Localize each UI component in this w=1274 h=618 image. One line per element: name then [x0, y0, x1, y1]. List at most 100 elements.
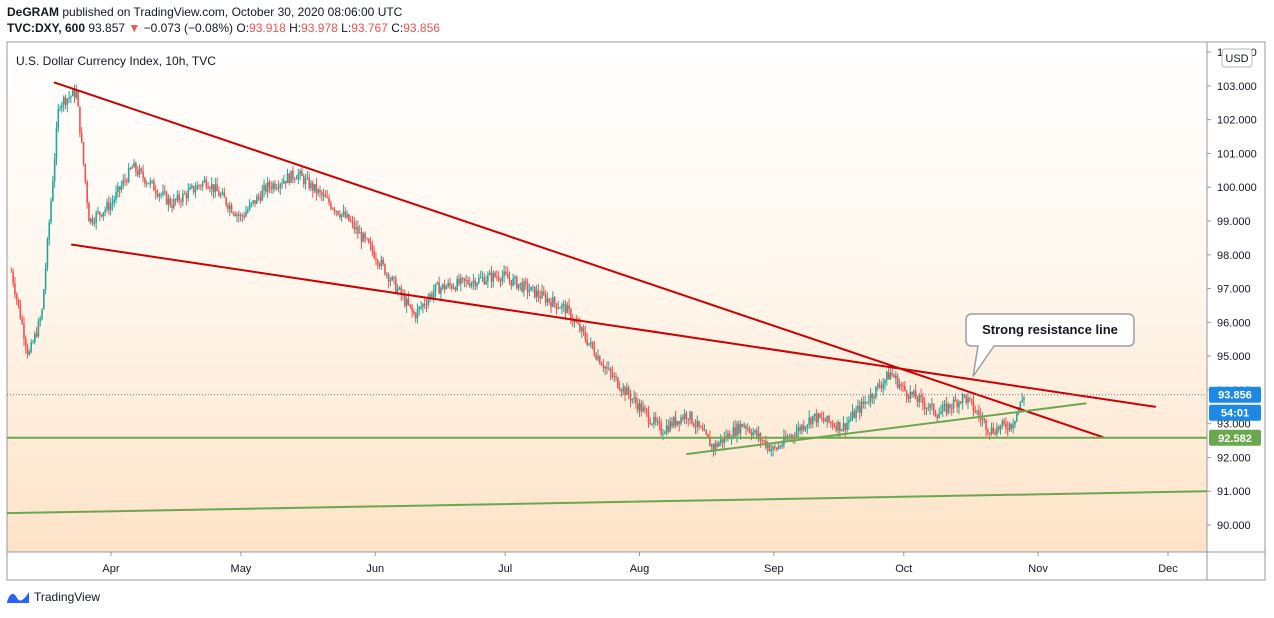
annotation-callout[interactable]: Strong resistance line — [965, 313, 1135, 377]
candle — [488, 269, 491, 276]
candle — [89, 217, 92, 225]
candle — [996, 422, 998, 438]
candle-body — [434, 283, 437, 292]
candle — [366, 237, 368, 241]
candle — [858, 400, 861, 420]
candle — [447, 279, 449, 289]
candle-body — [169, 198, 171, 206]
candle — [183, 190, 186, 195]
candle — [1012, 418, 1014, 434]
candle-body — [241, 215, 244, 217]
candle-body — [882, 383, 884, 389]
candle — [884, 379, 886, 391]
candle — [548, 298, 551, 305]
candle — [387, 272, 390, 289]
candle-body — [459, 277, 462, 285]
candle — [938, 407, 940, 419]
candle — [274, 180, 276, 192]
candle — [288, 172, 291, 186]
candle-body — [156, 193, 159, 197]
candle-body — [172, 199, 175, 208]
candle — [983, 417, 986, 424]
candle-body — [562, 304, 565, 305]
candle-body — [945, 403, 948, 413]
x-tick-label: Sep — [764, 563, 784, 575]
candle-body — [429, 294, 431, 300]
candle — [598, 354, 601, 365]
candle-body — [689, 411, 691, 420]
candle — [981, 411, 984, 427]
candle-body — [297, 173, 300, 179]
candle — [902, 381, 904, 393]
trend-line-long-support[interactable] — [7, 490, 1207, 515]
candle-body — [920, 395, 922, 398]
candle — [920, 388, 922, 403]
candle — [144, 176, 146, 188]
candle-body — [194, 189, 197, 193]
candle — [411, 303, 413, 318]
author-name[interactable]: DeGRAM — [7, 5, 60, 19]
candle-body — [124, 180, 126, 181]
candle-body — [203, 179, 206, 183]
candle — [328, 194, 330, 206]
candle-body — [214, 184, 217, 193]
candle-body — [340, 213, 343, 218]
candle-body — [571, 320, 574, 322]
candle-body — [41, 309, 43, 319]
candle-body — [19, 304, 22, 319]
candle — [382, 257, 384, 267]
candle — [922, 392, 924, 411]
time-axis[interactable]: Apr May Jun Jul Aug Sep Oct Nov Dec — [102, 552, 1178, 575]
candle-body — [398, 287, 401, 289]
candle-body — [111, 202, 114, 205]
candle-body — [304, 178, 307, 185]
trend-line-lower-resistance[interactable] — [70, 243, 1157, 408]
candle-body — [997, 427, 1000, 430]
plot-area[interactable] — [7, 42, 1207, 552]
candle-body — [539, 296, 542, 299]
price-axis[interactable]: 90.00091.00092.00093.00094.00095.00096.0… — [1207, 47, 1257, 532]
trend-line-short-support[interactable] — [686, 402, 1087, 456]
candle — [270, 181, 273, 194]
candle — [768, 443, 771, 452]
candle-body — [293, 178, 296, 180]
candle-body — [153, 180, 155, 191]
candle-body — [570, 309, 572, 321]
candle-body — [405, 298, 408, 306]
candle — [631, 398, 634, 404]
trend-lines-layer — [7, 81, 1207, 515]
annotation-box[interactable] — [965, 313, 1135, 377]
trend-line-upper-resistance[interactable] — [53, 81, 1105, 439]
candle — [992, 422, 995, 435]
candle — [772, 445, 774, 457]
candle-body — [770, 449, 773, 452]
candle-body — [158, 194, 161, 197]
candle — [378, 262, 381, 270]
candle-body — [934, 413, 937, 416]
candle-body — [389, 280, 392, 282]
candle-body — [44, 267, 47, 290]
candle-body — [221, 192, 224, 195]
candle — [537, 283, 540, 302]
candle-body — [985, 420, 987, 431]
candle-body — [532, 286, 534, 288]
footer[interactable]: TradingView — [6, 590, 100, 604]
candle — [976, 409, 978, 416]
currency-badge[interactable]: USD — [1221, 48, 1253, 68]
candle-body — [537, 290, 540, 297]
candle — [561, 302, 563, 315]
candle-body — [357, 226, 359, 234]
candle-body — [842, 423, 845, 430]
candle-body — [122, 180, 125, 186]
candle — [355, 220, 357, 235]
candle — [591, 341, 594, 350]
candle-body — [524, 281, 527, 284]
candle — [608, 361, 610, 371]
candle — [775, 447, 778, 452]
candle-body — [395, 278, 397, 292]
candle — [1010, 423, 1013, 432]
candle — [866, 401, 868, 404]
candle — [17, 298, 20, 309]
candle-body — [682, 417, 684, 420]
